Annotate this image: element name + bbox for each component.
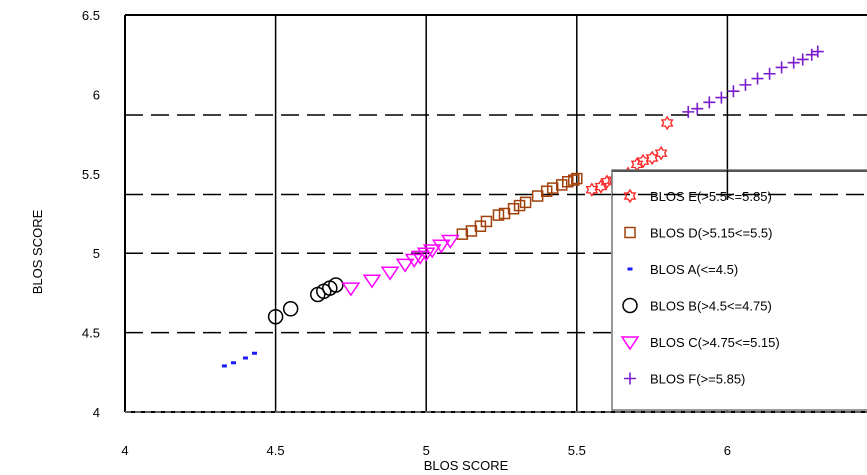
legend-label: BLOS C(>4.75<=5.15)	[650, 335, 780, 350]
y-tick-label: 6.5	[82, 8, 100, 23]
legend-item: BLOS E(>5.5<=5.85)	[623, 188, 772, 204]
data-point	[623, 188, 637, 204]
data-point	[221, 364, 227, 368]
axis-layer: 44.555.566.544.555.566.5	[82, 8, 867, 458]
legend-label: BLOS E(>5.5<=5.85)	[650, 189, 772, 204]
data-point	[654, 145, 668, 161]
data-point	[627, 267, 633, 271]
series-dash	[221, 351, 258, 368]
data-point	[775, 61, 788, 74]
data-point	[242, 356, 248, 360]
series-plus	[682, 45, 824, 118]
data-point	[568, 174, 580, 186]
x-tick-label: 5	[423, 443, 430, 458]
x-tick-label: 4.5	[267, 443, 285, 458]
legend: BLOS E(>5.5<=5.85) BLOS D(>5.15<=5.5) BLOS…	[611, 169, 867, 411]
y-tick-label: 4.5	[82, 326, 100, 341]
data-point	[739, 78, 752, 91]
y-tick-label: 4	[93, 405, 100, 420]
data-point	[341, 282, 361, 297]
data-point	[519, 196, 532, 209]
data-point	[328, 277, 344, 293]
data-point	[252, 351, 258, 355]
data-point	[751, 72, 764, 85]
data-point	[513, 199, 526, 212]
data-point	[395, 258, 415, 273]
data-point	[594, 179, 608, 194]
legend-item: BLOS C(>4.75<=5.15)	[620, 335, 780, 351]
data-point	[703, 96, 716, 109]
legend-item: BLOS D(>5.15<=5.5)	[624, 226, 773, 241]
legend-label: BLOS D(>5.15<=5.5)	[650, 226, 773, 241]
data-point	[796, 53, 809, 66]
series-triangle-down	[341, 234, 460, 297]
data-point	[691, 102, 704, 115]
data-point	[787, 56, 800, 69]
data-point	[763, 67, 776, 80]
legend-label: BLOS B(>4.5<=4.75)	[650, 299, 772, 314]
data-point	[404, 253, 424, 268]
legend-item: BLOS B(>4.5<=4.75)	[622, 297, 772, 314]
data-point	[682, 105, 695, 118]
x-tick-label: 6	[724, 443, 731, 458]
data-point	[624, 372, 636, 385]
data-point	[546, 182, 559, 194]
data-point	[620, 336, 640, 351]
series-square	[456, 172, 583, 240]
data-point	[645, 150, 659, 166]
data-point	[282, 301, 299, 317]
data-point	[540, 185, 553, 198]
y-tick-label: 5	[93, 246, 100, 261]
data-point	[422, 244, 442, 259]
data-point	[660, 115, 674, 131]
data-point	[440, 234, 460, 249]
y-tick-label: 6	[93, 87, 100, 102]
data-point	[380, 266, 400, 281]
x-tick-label: 5.5	[568, 443, 586, 458]
data-point	[267, 308, 284, 325]
y-axis-title: BLOS SCORE	[30, 209, 45, 294]
data-point	[555, 179, 568, 191]
legend-item: BLOS F(>=5.85)	[624, 372, 745, 387]
legend-label: BLOS F(>=5.85)	[650, 372, 745, 387]
data-point	[624, 226, 636, 239]
data-point	[727, 85, 740, 98]
data-point	[230, 361, 236, 365]
x-tick-label: 4	[121, 443, 128, 458]
series-circle	[267, 277, 344, 325]
data-point	[715, 91, 728, 104]
x-axis-title: BLOS SCORE	[424, 458, 509, 473]
y-tick-label: 5.5	[82, 167, 100, 182]
data-point	[362, 274, 382, 289]
data-point	[571, 172, 583, 185]
legend-label: BLOS A(<=4.5)	[650, 262, 738, 277]
data-point	[811, 45, 824, 58]
data-point	[507, 202, 520, 215]
data-point	[492, 209, 505, 221]
data-point	[805, 48, 818, 61]
data-point	[431, 239, 451, 254]
data-point	[456, 228, 469, 240]
data-point	[480, 215, 493, 228]
data-point	[562, 175, 574, 188]
legend-item: BLOS A(<=4.5)	[627, 262, 738, 277]
data-point	[622, 297, 638, 314]
